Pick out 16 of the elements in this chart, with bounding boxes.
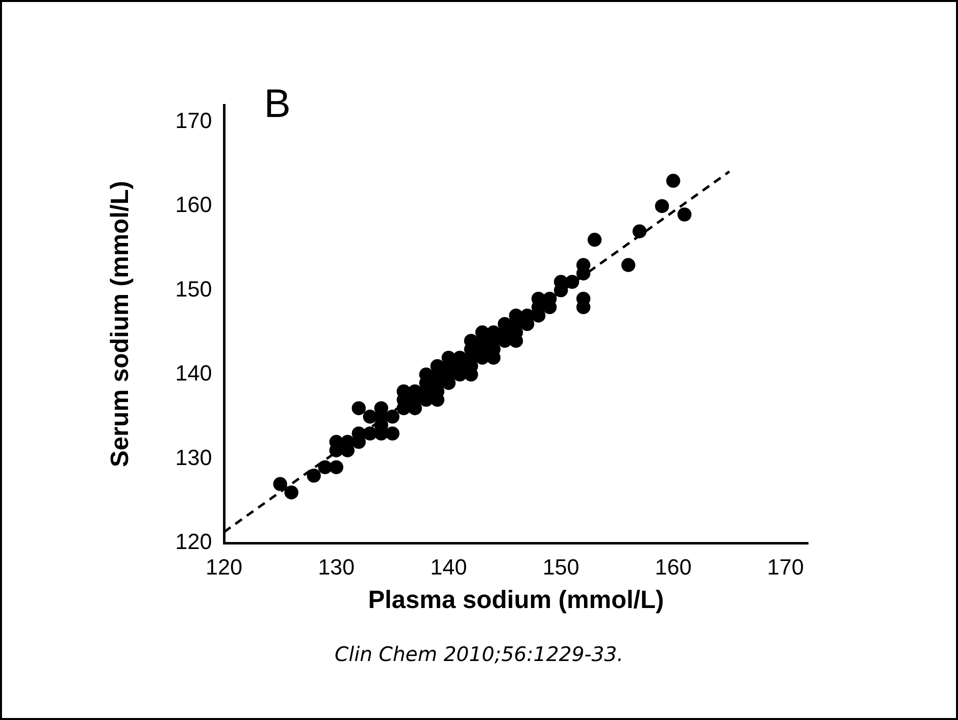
y-tick-label: 120 — [175, 529, 212, 554]
annotation: B — [264, 82, 291, 127]
x-tick-label: 140 — [430, 554, 467, 580]
x-axis-title: Plasma sodium (mmol/L) — [368, 586, 664, 614]
y-tick-label: 140 — [175, 360, 212, 386]
x-tick-label: 130 — [318, 554, 355, 580]
x-tick-label: 120 — [206, 554, 242, 580]
x-tick-label: 150 — [542, 554, 580, 580]
x-tick-label: 160 — [654, 554, 692, 580]
y-tick-label: 130 — [175, 444, 212, 470]
x-tick-label: 170 — [767, 554, 804, 580]
y-tick-label: 170 — [175, 108, 212, 133]
y-tick-label: 150 — [175, 276, 212, 302]
y-axis-title: Serum sodium (mmol/L) — [106, 180, 134, 468]
y-tick-label: 160 — [175, 192, 212, 218]
text: Clin Chem 2010;56:1229-33. — [334, 642, 624, 666]
